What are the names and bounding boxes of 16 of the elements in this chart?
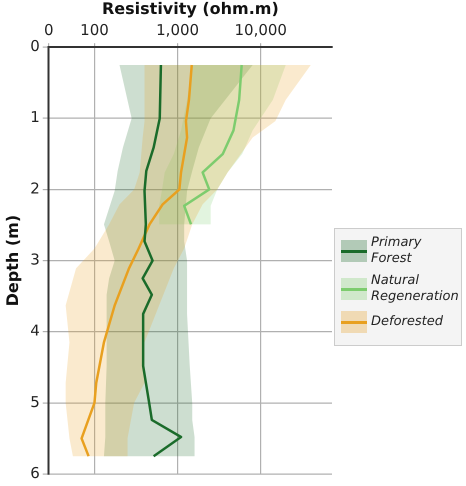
x-axis-title: Resistivity (ohm.m) xyxy=(102,0,279,18)
y-tick-label: 5 xyxy=(30,392,40,411)
y-tick-label: 6 xyxy=(30,464,40,482)
y-tick-label: 1 xyxy=(30,108,40,126)
x-tick-label: 100 xyxy=(80,21,109,40)
legend-label: Deforested xyxy=(371,314,444,330)
x-tick-label: 1,000 xyxy=(156,21,200,40)
y-tick-label: 2 xyxy=(30,179,40,198)
x-tick-label: 0 xyxy=(44,21,54,40)
y-tick-label: 0 xyxy=(30,37,40,56)
legend-label: Primary Forest xyxy=(371,235,422,267)
y-tick-label: 4 xyxy=(30,322,40,340)
legend-label: Natural Regeneration xyxy=(371,273,459,305)
y-axis-title: Depth (m) xyxy=(2,214,22,306)
y-tick-label: 3 xyxy=(30,250,40,268)
x-tick-label: 10,000 xyxy=(234,21,287,40)
